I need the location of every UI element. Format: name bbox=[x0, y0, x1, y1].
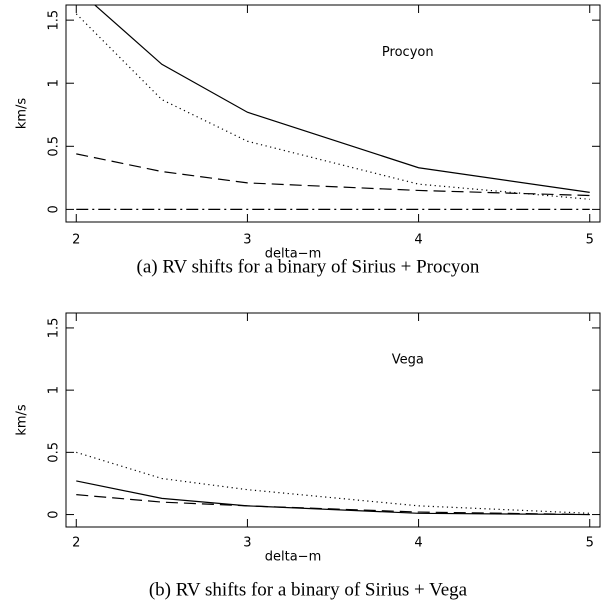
y-axis-label: km/s bbox=[15, 98, 30, 130]
x-tick-label: 4 bbox=[414, 536, 422, 551]
series-line bbox=[75, 13, 590, 200]
y-tick-label: 1 bbox=[47, 79, 62, 87]
x-tick-label: 5 bbox=[586, 536, 594, 551]
x-tick-label: 3 bbox=[243, 233, 251, 248]
series-line bbox=[76, 153, 590, 197]
chart: 2 3 4 5 0 0.5 1 1.5 delta−m km/s Procyon (a) RV shi… bbox=[15, 4, 601, 277]
plot-area bbox=[76, 451, 590, 516]
caption: (b) RV shifts for a binary of Sirius + V… bbox=[149, 579, 468, 600]
y-tick-label: 0 bbox=[47, 510, 62, 518]
annotation: Procyon bbox=[382, 45, 434, 60]
x-axis-label: delta−m bbox=[265, 550, 321, 565]
x-tick-label: 2 bbox=[72, 536, 80, 551]
y-tick-label: 1 bbox=[47, 386, 62, 394]
plot-frame bbox=[65, 4, 601, 223]
series-line bbox=[76, 494, 590, 516]
x-tick-label: 5 bbox=[586, 233, 594, 248]
y-tick-label: 0.5 bbox=[47, 442, 62, 463]
y-tick-label: 0.5 bbox=[47, 136, 62, 157]
annotation: Vega bbox=[392, 353, 424, 368]
series-line bbox=[93, 5, 590, 193]
plot-area bbox=[75, 5, 590, 210]
series-line bbox=[76, 451, 590, 514]
y-tick-label: 1.5 bbox=[47, 10, 62, 31]
y-axis-label: km/s bbox=[15, 404, 30, 436]
x-tick-label: 4 bbox=[414, 233, 422, 248]
caption: (a) RV shifts for a binary of Sirius + P… bbox=[137, 256, 480, 277]
chart: 2 3 4 5 0 0.5 1 1.5 delta−m km/s Vega (b) RV shifts… bbox=[15, 312, 601, 600]
x-axis-label: delta−m bbox=[265, 247, 321, 262]
y-tick-label: 0 bbox=[47, 205, 62, 213]
y-tick-label: 1.5 bbox=[47, 318, 62, 339]
x-tick-label: 2 bbox=[72, 233, 80, 248]
x-tick-label: 3 bbox=[243, 536, 251, 551]
plot-frame bbox=[65, 312, 601, 528]
